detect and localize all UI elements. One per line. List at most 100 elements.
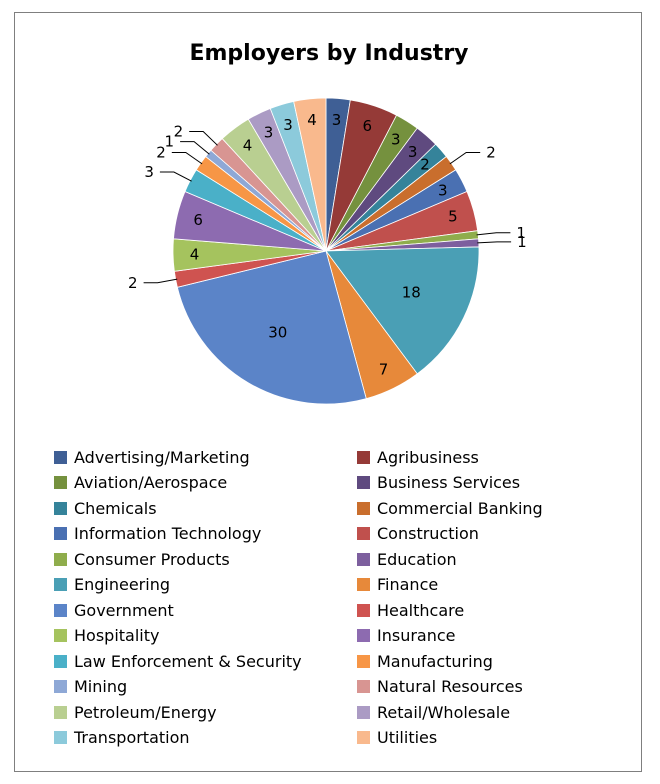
legend-label: Government: [74, 600, 174, 620]
legend-swatch: [357, 629, 370, 642]
leader-line-natural-resources: [189, 131, 218, 146]
leader-line-commercial-banking: [449, 152, 481, 165]
legend-swatch: [54, 552, 67, 566]
legend-item-education: Education: [357, 547, 457, 571]
legend-item-insurance: Insurance: [357, 624, 456, 648]
data-label-healthcare: 2: [128, 274, 138, 292]
legend-item-chemicals: Chemicals: [54, 496, 157, 520]
data-label-transportation: 3: [283, 116, 293, 134]
legend-swatch: [54, 450, 67, 464]
data-label-petroleum-energy: 4: [243, 136, 253, 154]
legend-label: Education: [377, 549, 457, 569]
legend-swatch: [357, 603, 370, 617]
data-label-aviation-aerospace: 3: [391, 131, 401, 149]
legend-swatch: [54, 527, 67, 540]
legend-item-agribusiness: Agribusiness: [357, 445, 479, 469]
legend: Advertising/Marketing Agribusiness Aviatio…: [15, 445, 643, 765]
data-label-mining: 1: [165, 133, 175, 151]
legend-item-manufacturing: Manufacturing: [357, 649, 493, 673]
data-label-construction: 5: [448, 207, 458, 225]
legend-swatch: [357, 731, 370, 744]
legend-swatch: [357, 578, 370, 591]
legend-swatch: [357, 501, 370, 515]
legend-item-information-technology: Information Technology: [54, 522, 261, 546]
data-label-business-services: 3: [408, 143, 418, 161]
data-label-chemicals: 2: [420, 155, 430, 173]
legend-item-natural-resources: Natural Resources: [357, 675, 523, 699]
legend-swatch: [357, 705, 370, 719]
legend-label: Manufacturing: [377, 651, 493, 671]
legend-label: Insurance: [377, 626, 456, 645]
legend-item-mining: Mining: [54, 675, 127, 699]
legend-swatch: [357, 654, 370, 668]
legend-swatch: [54, 731, 67, 744]
legend-item-petroleum-energy: Petroleum/Energy: [54, 700, 217, 724]
legend-label: Information Technology: [74, 524, 262, 543]
pie-slice-government: [176, 250, 367, 405]
legend-label: Engineering: [74, 575, 170, 594]
data-label-advertising-marketing: 3: [332, 111, 342, 129]
legend-item-aviation-aerospace: Aviation/Aerospace: [54, 471, 227, 495]
leader-line-manufacturing: [171, 152, 203, 165]
legend-item-advertising-marketing: Advertising/Marketing: [54, 445, 250, 469]
chart-frame: Employers by Industry 3 6 3 3 2 2 3 5 1 1 18 7 30 2 4 6…: [14, 12, 642, 772]
legend-label: Chemicals: [74, 498, 157, 518]
leader-line-consumer-products: [476, 232, 511, 236]
legend-swatch: [54, 705, 67, 719]
legend-item-commercial-banking: Commercial Banking: [357, 496, 543, 520]
pie-slice-engineering: [325, 246, 480, 375]
legend-label: Petroleum/Energy: [74, 702, 217, 722]
legend-swatch: [357, 680, 370, 693]
data-label-education: 1: [517, 233, 527, 251]
legend-label: Agribusiness: [377, 447, 479, 467]
legend-label: Aviation/Aerospace: [74, 473, 228, 492]
data-label-consumer-products: 1: [516, 224, 526, 242]
legend-label: Healthcare: [377, 600, 465, 620]
leader-line-healthcare: [143, 278, 178, 284]
legend-swatch: [54, 680, 67, 693]
legend-item-hospitality: Hospitality: [54, 624, 159, 648]
legend-item-retail-wholesale: Retail/Wholesale: [357, 700, 510, 724]
legend-label: Construction: [377, 524, 479, 543]
legend-label: Utilities: [377, 728, 438, 747]
legend-label: Law Enforcement & Security: [74, 651, 302, 671]
legend-item-engineering: Engineering: [54, 573, 170, 597]
legend-label: Advertising/Marketing: [74, 447, 250, 467]
legend-label: Consumer Products: [74, 549, 230, 569]
legend-label: Mining: [74, 677, 128, 696]
legend-label: Natural Resources: [377, 677, 523, 696]
legend-item-healthcare: Healthcare: [357, 598, 464, 622]
data-label-information-technology: 3: [438, 181, 448, 199]
legend-item-transportation: Transportation: [54, 726, 190, 750]
data-label-insurance: 6: [193, 211, 203, 229]
legend-label: Commercial Banking: [377, 498, 543, 518]
data-label-finance: 7: [379, 360, 389, 378]
legend-label: Retail/Wholesale: [377, 702, 511, 722]
data-label-government: 30: [268, 324, 287, 342]
data-label-commercial-banking: 2: [486, 144, 496, 162]
legend-swatch: [357, 476, 370, 489]
leader-line-mining: [180, 141, 210, 155]
legend-label: Business Services: [377, 473, 521, 492]
data-label-natural-resources: 2: [174, 123, 184, 141]
legend-swatch: [54, 654, 67, 668]
data-label-engineering: 18: [402, 284, 421, 302]
legend-item-business-services: Business Services: [357, 471, 520, 495]
legend-item-finance: Finance: [357, 573, 438, 597]
legend-item-construction: Construction: [357, 522, 479, 546]
chart-title: Employers by Industry: [189, 41, 469, 66]
legend-swatch: [357, 450, 370, 464]
legend-label: Finance: [377, 575, 439, 594]
leader-line-law-enforcement-security: [159, 171, 192, 182]
legend-swatch: [357, 552, 370, 566]
legend-swatch: [54, 476, 67, 489]
legend-swatch: [357, 527, 370, 540]
legend-swatch: [54, 578, 67, 591]
legend-swatch: [54, 501, 67, 515]
legend-item-utilities: Utilities: [357, 726, 437, 750]
legend-swatch: [54, 603, 67, 617]
data-label-agribusiness: 6: [363, 117, 373, 135]
data-label-manufacturing: 2: [156, 144, 166, 162]
legend-swatch: [54, 629, 67, 642]
